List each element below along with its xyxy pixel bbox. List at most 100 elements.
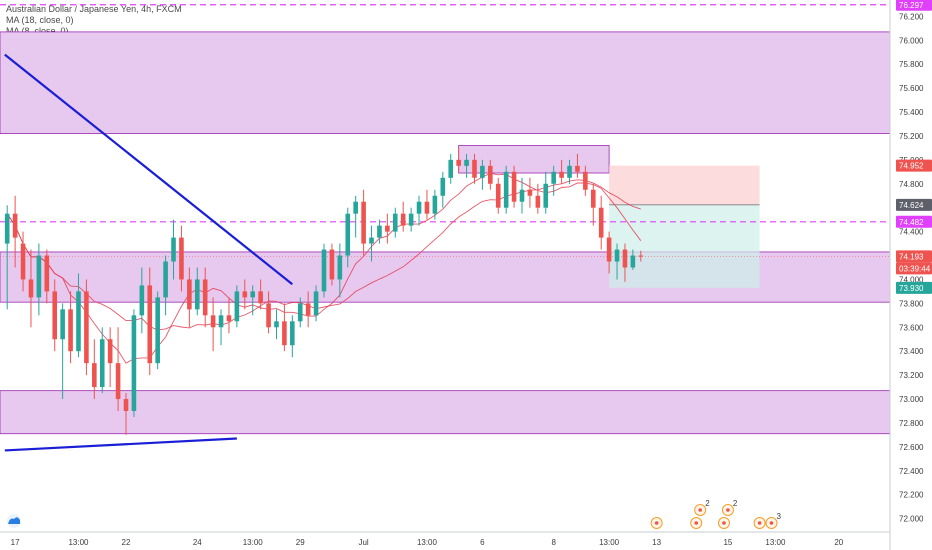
candle[interactable] bbox=[559, 159, 564, 184]
candle[interactable] bbox=[535, 183, 541, 214]
candle[interactable] bbox=[527, 177, 533, 208]
candle[interactable] bbox=[337, 243, 343, 298]
event-marker-icon[interactable] bbox=[690, 517, 703, 529]
candle[interactable] bbox=[392, 207, 398, 238]
candle[interactable] bbox=[464, 153, 469, 178]
candle[interactable] bbox=[218, 309, 224, 346]
candle[interactable] bbox=[361, 189, 366, 256]
candle[interactable] bbox=[583, 165, 588, 196]
candle[interactable] bbox=[171, 219, 176, 280]
candle[interactable] bbox=[472, 153, 477, 184]
candle[interactable] bbox=[4, 205, 10, 310]
candle[interactable] bbox=[456, 147, 461, 172]
stop-price-tag[interactable]: 74.952 bbox=[896, 159, 932, 172]
candle[interactable] bbox=[369, 225, 374, 262]
candle[interactable] bbox=[630, 249, 636, 270]
candle[interactable] bbox=[480, 159, 485, 190]
ma18-label[interactable]: MA (18, close, 0) bbox=[6, 15, 74, 25]
current-price-tag[interactable]: 74.193 bbox=[896, 250, 932, 263]
candle[interactable] bbox=[84, 279, 89, 376]
event-marker-icon[interactable] bbox=[753, 517, 766, 529]
candle[interactable] bbox=[297, 297, 303, 328]
candle[interactable] bbox=[495, 177, 501, 214]
candle[interactable] bbox=[377, 219, 382, 244]
candle[interactable] bbox=[329, 243, 335, 286]
trendline[interactable] bbox=[4, 53, 294, 286]
candle[interactable] bbox=[305, 291, 311, 328]
candle[interactable] bbox=[345, 207, 351, 268]
take-profit-zone[interactable] bbox=[609, 204, 760, 288]
candle[interactable] bbox=[408, 207, 414, 232]
stop-loss-zone[interactable] bbox=[609, 165, 760, 205]
candle[interactable] bbox=[36, 243, 42, 316]
candle[interactable] bbox=[551, 165, 556, 196]
entry-price-tag[interactable]: 74.624 bbox=[896, 198, 932, 211]
candle[interactable] bbox=[115, 327, 121, 411]
cloud-logo-icon[interactable] bbox=[7, 514, 21, 528]
candle[interactable] bbox=[266, 291, 271, 334]
candle[interactable] bbox=[400, 201, 406, 232]
candle[interactable] bbox=[76, 273, 81, 358]
candle[interactable] bbox=[92, 339, 97, 400]
candle[interactable] bbox=[424, 189, 430, 220]
candle[interactable] bbox=[242, 279, 248, 310]
candle[interactable] bbox=[606, 231, 612, 274]
candle[interactable] bbox=[258, 279, 263, 310]
candle[interactable] bbox=[226, 297, 232, 334]
trendline[interactable] bbox=[4, 437, 237, 452]
candle[interactable] bbox=[202, 267, 208, 328]
candle[interactable] bbox=[590, 183, 596, 226]
candle[interactable] bbox=[52, 279, 58, 352]
event-marker-icon[interactable]: 2 bbox=[721, 499, 738, 516]
candle[interactable] bbox=[155, 291, 160, 370]
candle[interactable] bbox=[147, 267, 153, 376]
candle[interactable] bbox=[250, 285, 256, 316]
candle[interactable] bbox=[290, 315, 295, 358]
top-level-price-tag[interactable]: 76.297 bbox=[896, 0, 932, 11]
event-marker-icon[interactable] bbox=[650, 517, 663, 529]
event-marker-icon[interactable]: 2 bbox=[694, 499, 711, 516]
event-marker-icon[interactable] bbox=[717, 517, 730, 529]
candle[interactable] bbox=[503, 165, 509, 214]
candle[interactable] bbox=[321, 243, 327, 298]
candle[interactable] bbox=[131, 309, 137, 417]
candle[interactable] bbox=[432, 189, 438, 220]
candle[interactable] bbox=[28, 249, 34, 328]
candle[interactable] bbox=[598, 195, 604, 250]
candle[interactable] bbox=[274, 309, 279, 340]
zone-rect[interactable] bbox=[0, 390, 890, 435]
candle[interactable] bbox=[416, 195, 422, 226]
candle[interactable] bbox=[638, 250, 644, 262]
candle[interactable] bbox=[60, 303, 65, 400]
candle[interactable] bbox=[44, 249, 50, 304]
candle[interactable] bbox=[575, 153, 580, 178]
candle-countdown-tag[interactable]: 03:39:44 bbox=[896, 262, 932, 275]
candle[interactable] bbox=[234, 285, 240, 328]
candle[interactable] bbox=[448, 153, 454, 184]
candle[interactable] bbox=[543, 171, 549, 214]
candle[interactable] bbox=[622, 243, 628, 282]
candle[interactable] bbox=[20, 231, 26, 292]
candle[interactable] bbox=[440, 171, 446, 208]
ma8-label[interactable]: MA (8, close, 0) bbox=[6, 26, 69, 36]
candle[interactable] bbox=[210, 297, 216, 352]
candle[interactable] bbox=[187, 267, 192, 328]
candle[interactable] bbox=[99, 327, 105, 394]
candle[interactable] bbox=[179, 225, 184, 292]
candle[interactable] bbox=[511, 165, 517, 208]
candle[interactable] bbox=[313, 285, 319, 322]
zone-rect[interactable] bbox=[0, 31, 890, 134]
candle[interactable] bbox=[282, 303, 287, 352]
candle[interactable] bbox=[614, 243, 620, 280]
candle[interactable] bbox=[385, 213, 390, 244]
candle[interactable] bbox=[107, 327, 113, 388]
target-price-tag[interactable]: 73.930 bbox=[896, 281, 932, 294]
candle[interactable] bbox=[488, 159, 493, 190]
candle[interactable] bbox=[123, 393, 129, 435]
candle[interactable] bbox=[194, 267, 200, 316]
candle[interactable] bbox=[567, 159, 572, 184]
candle[interactable] bbox=[68, 291, 73, 364]
candle[interactable] bbox=[12, 195, 18, 268]
candle[interactable] bbox=[353, 195, 358, 238]
